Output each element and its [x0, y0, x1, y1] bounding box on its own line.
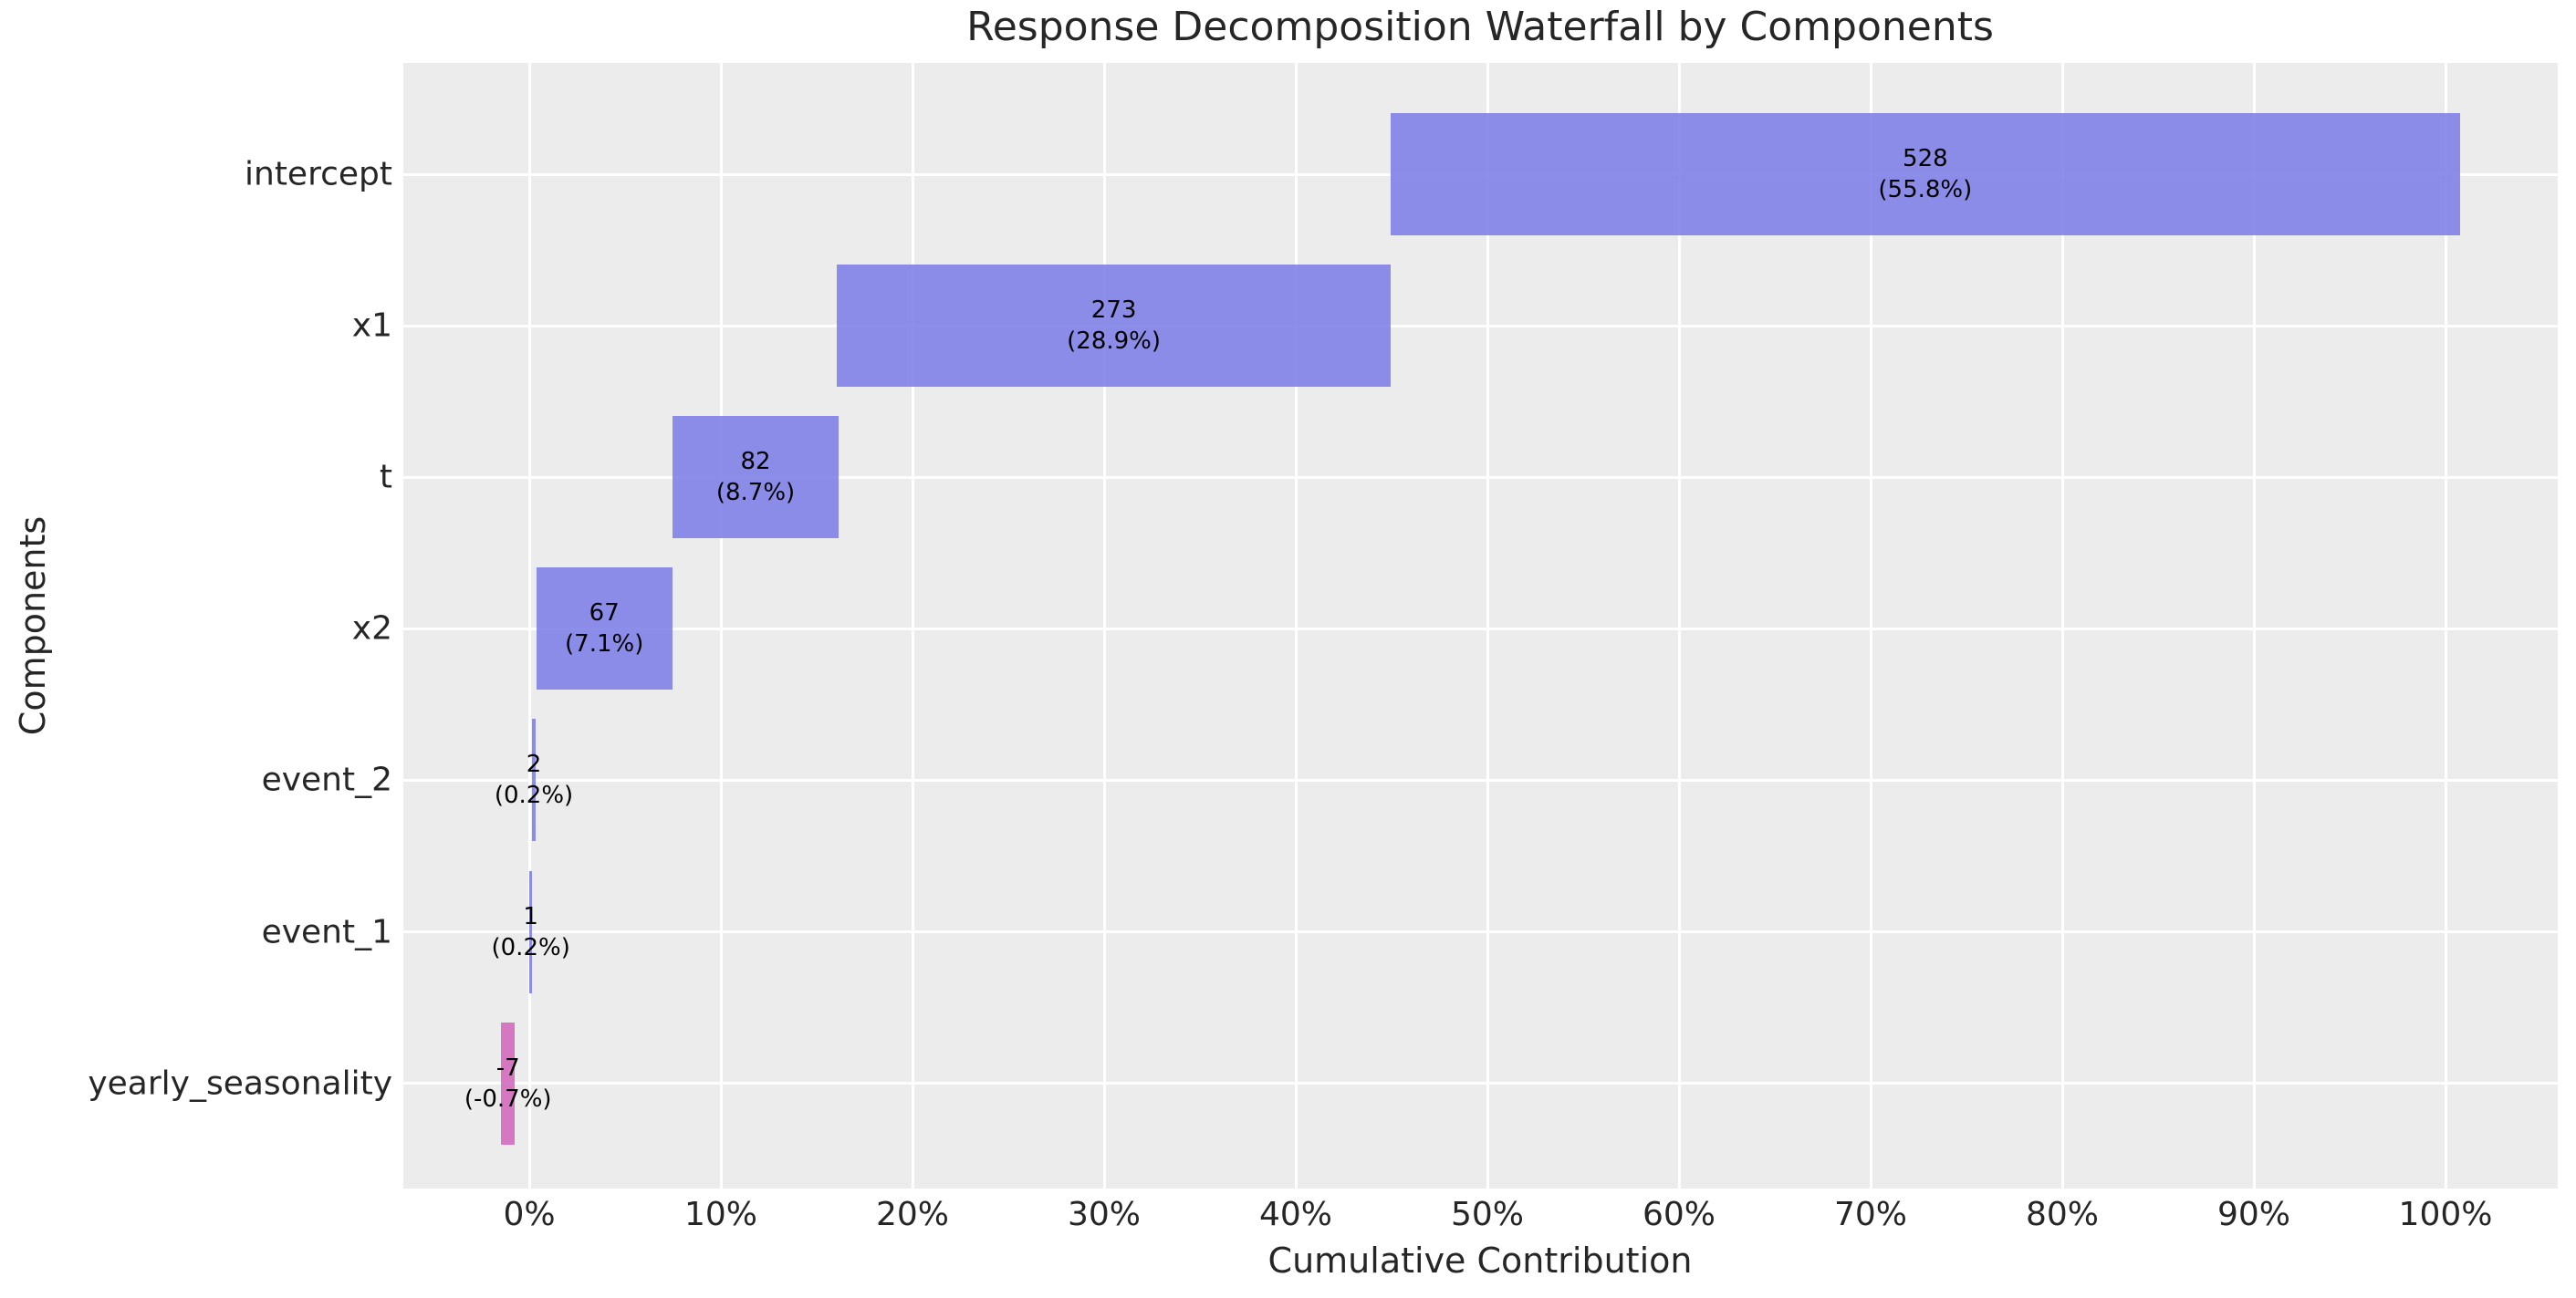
y-tick-label-intercept: intercept [245, 155, 392, 193]
waterfall-bar-x2 [536, 567, 673, 691]
waterfall-bar-intercept [1390, 113, 2460, 235]
bar-percentage: (-0.7%) [464, 1085, 552, 1113]
bar-value: 273 [1090, 296, 1137, 325]
bar-label: -7 (-0.7%) [464, 1053, 552, 1115]
x-tick-label-50%: 50% [1450, 1196, 1525, 1233]
gridline-horizontal [403, 627, 2558, 630]
bar-label: 1 (0.2%) [492, 901, 570, 963]
y-tick-label-yearly_seasonality: yearly_seasonality [88, 1064, 392, 1103]
gridline-vertical [2252, 63, 2256, 1189]
bar-value: 1 [523, 902, 538, 930]
gridline-vertical [1677, 63, 1681, 1189]
bar-value: 528 [1903, 145, 1948, 172]
bar-label: 67 (7.1%) [565, 597, 643, 659]
bar-label: 82 (8.7%) [716, 446, 795, 508]
gridline-vertical [1294, 63, 1298, 1189]
x-tick-label-70%: 70% [1833, 1196, 1908, 1233]
x-tick-label-90%: 90% [2216, 1196, 2291, 1233]
y-tick-label-x2: x2 [351, 609, 392, 648]
x-tick-label-10%: 10% [683, 1196, 758, 1233]
waterfall-bar-event_1 [529, 870, 533, 993]
y-tick-label-event_2: event_2 [261, 761, 392, 799]
bar-value: 82 [740, 448, 771, 476]
gridline-horizontal [403, 324, 2558, 327]
x-tick-label-20%: 20% [875, 1196, 950, 1233]
x-tick-label-30%: 30% [1067, 1196, 1142, 1233]
waterfall-bar-event_2 [531, 719, 537, 842]
plot-area: 528 (55.8%) 273 (28.9%) 82 (8.7%) 67 (7.1%) 2 (0.… [403, 63, 2558, 1189]
gridline-vertical [1102, 63, 1106, 1189]
gridline-horizontal [403, 930, 2558, 933]
gridline-vertical [719, 63, 723, 1189]
y-tick-label-t: t [379, 458, 392, 496]
gridline-horizontal [403, 475, 2558, 479]
bar-percentage: (7.1%) [565, 630, 644, 659]
x-axis-label: Cumulative Contribution [1267, 1241, 1693, 1281]
gridline-horizontal [403, 1082, 2558, 1085]
bar-label: 528 (55.8%) [1878, 143, 1972, 205]
x-tick-label-80%: 80% [2025, 1196, 2100, 1233]
waterfall-bar-yearly_seasonality [500, 1022, 516, 1145]
y-axis-label: Components [13, 515, 53, 736]
x-tick-label-60%: 60% [1642, 1196, 1716, 1233]
y-tick-label-x1: x1 [351, 306, 392, 345]
gridline-vertical [2444, 63, 2447, 1189]
gridline-vertical [1486, 63, 1489, 1189]
x-tick-label-40%: 40% [1258, 1196, 1333, 1233]
bar-percentage: (28.9%) [1067, 327, 1162, 356]
bar-value: -7 [495, 1054, 520, 1082]
chart-title: Response Decomposition Waterfall by Comp… [966, 4, 1994, 50]
bar-percentage: (0.2%) [491, 933, 570, 961]
waterfall-bar-x1 [837, 265, 1391, 388]
gridline-vertical [2060, 63, 2064, 1189]
gridline-vertical [1869, 63, 1872, 1189]
x-tick-label-0%: 0% [503, 1196, 556, 1233]
bar-value: 2 [526, 751, 542, 779]
x-tick-label-100%: 100% [2398, 1196, 2493, 1233]
bar-label: 273 (28.9%) [1067, 295, 1161, 357]
bar-percentage: (8.7%) [715, 479, 796, 507]
gridline-vertical [911, 63, 914, 1189]
gridline-vertical [527, 63, 531, 1189]
bar-percentage: (0.2%) [494, 782, 574, 810]
bar-value: 67 [589, 599, 620, 628]
bar-label: 2 (0.2%) [495, 749, 573, 811]
bar-percentage: (55.8%) [1878, 176, 1973, 203]
gridline-horizontal [403, 778, 2558, 782]
y-tick-label-event_1: event_1 [261, 913, 392, 950]
waterfall-bar-t [672, 416, 840, 539]
